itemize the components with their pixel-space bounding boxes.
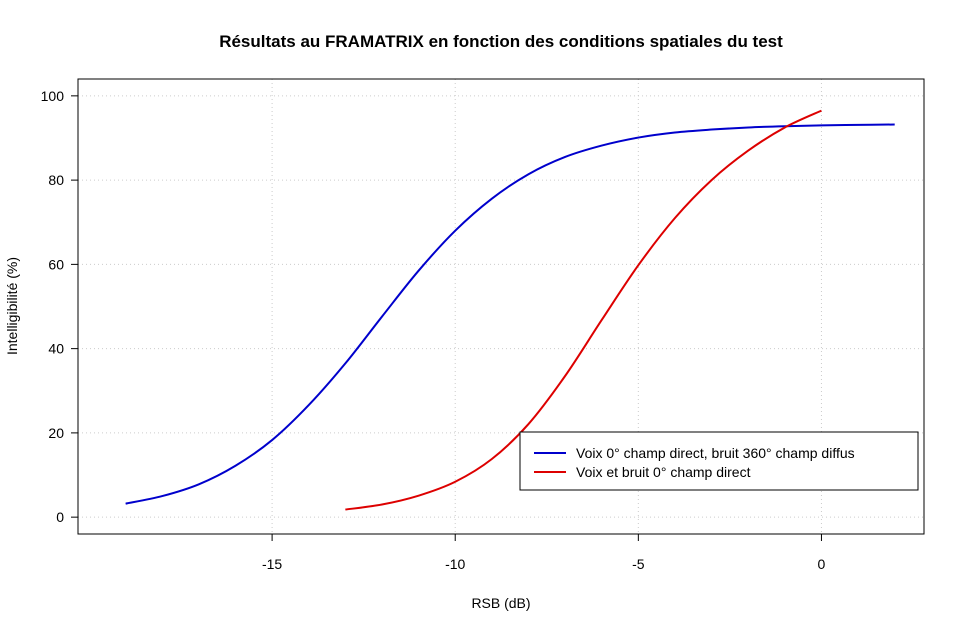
- legend: Voix 0° champ direct, bruit 360° champ d…: [519, 431, 919, 491]
- y-tick-label: 80: [48, 172, 64, 188]
- x-tick-label: -5: [632, 556, 645, 572]
- x-tick-label: -15: [262, 556, 282, 572]
- y-tick-label: 20: [48, 425, 64, 441]
- y-tick-label: 60: [48, 256, 64, 272]
- chart-title: Résultats au FRAMATRIX en fonction des c…: [219, 32, 783, 51]
- y-tick-label: 40: [48, 341, 64, 357]
- x-tick-label: -10: [445, 556, 465, 572]
- y-tick-label: 100: [41, 88, 65, 104]
- series: [125, 109, 895, 511]
- plot-frame: [77, 78, 925, 535]
- x-axis-label: RSB (dB): [471, 595, 530, 611]
- legend-label-series-1: Voix 0° champ direct, bruit 360° champ d…: [576, 445, 855, 461]
- legend-label-series-2: Voix et bruit 0° champ direct: [576, 464, 751, 480]
- series-line-1: [125, 123, 895, 505]
- legend-box: [519, 431, 919, 491]
- y-tick-label: 0: [56, 509, 64, 525]
- y-axis-label: Intelligibilité (%): [4, 257, 20, 355]
- axes: -15 -10 -5 0 0 20 40 60 80 100: [41, 88, 826, 572]
- series-line-2: [345, 109, 822, 511]
- x-tick-label: 0: [818, 556, 826, 572]
